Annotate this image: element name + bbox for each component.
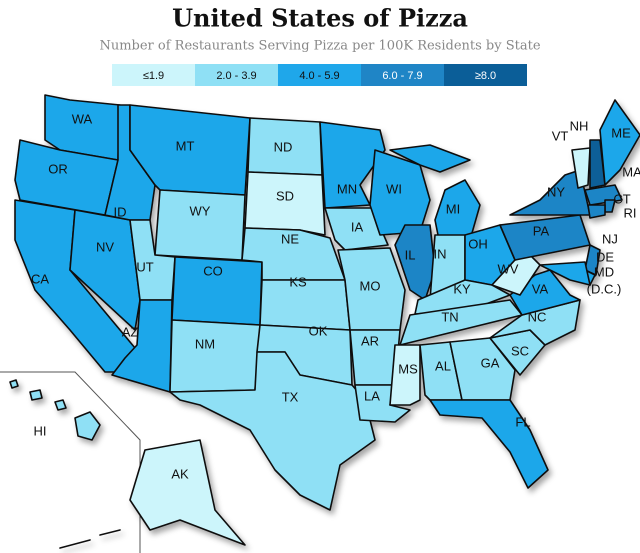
- state-label: FL: [515, 414, 530, 429]
- state-shape: [491, 254, 541, 296]
- legend-label: 6.0 - 7.9: [382, 70, 422, 82]
- state-label: PA: [533, 223, 550, 238]
- state-label: WV: [498, 261, 519, 276]
- state-label: CT: [613, 191, 630, 206]
- state-shape: [429, 399, 549, 489]
- state-shape: [389, 344, 421, 406]
- state-label: AL: [435, 358, 451, 373]
- state-shape: [539, 261, 591, 286]
- legend-swatch: [361, 64, 444, 86]
- state-label: NV: [96, 239, 114, 254]
- state-shape: [9, 379, 101, 441]
- state-label: IA: [351, 219, 364, 234]
- state-label: WY: [190, 203, 211, 218]
- state-label: AK: [171, 466, 189, 481]
- state-label: LA: [364, 388, 380, 403]
- state-label: ND: [274, 139, 293, 154]
- state-shape: [169, 351, 376, 511]
- state-label: MI: [446, 201, 460, 216]
- legend-label: 4.0 - 5.9: [299, 70, 339, 82]
- state-label: VA: [532, 281, 549, 296]
- state-label: WI: [386, 181, 402, 196]
- state-label: UT: [136, 259, 153, 274]
- legend-swatch: [278, 64, 361, 86]
- state-label: OK: [309, 323, 328, 338]
- legend-label: 2.0 - 3.9: [216, 70, 256, 82]
- legend-label: ≥8.0: [475, 70, 496, 82]
- state-shape: [169, 319, 261, 393]
- state-label: NH: [570, 118, 589, 133]
- state-shape: [584, 244, 601, 276]
- state-label: DE: [596, 249, 614, 264]
- state-label: OR: [48, 161, 68, 176]
- state-label: GA: [481, 355, 500, 370]
- state-label: NC: [528, 309, 547, 324]
- states: [9, 94, 640, 549]
- state-label: KS: [289, 274, 307, 289]
- state-shape: [599, 99, 640, 186]
- inset-divider: [0, 371, 141, 553]
- title: United States of Pizza: [172, 4, 468, 33]
- state-label: MT: [176, 138, 195, 153]
- state-label: AZ: [122, 324, 139, 339]
- state-label: IN: [434, 246, 447, 261]
- state-shape: [571, 147, 591, 189]
- legend-swatch: [112, 64, 195, 86]
- state-label: ID: [114, 204, 127, 219]
- state-shape: [111, 299, 173, 393]
- state-label: RI: [624, 205, 637, 220]
- state-label: NY: [547, 184, 565, 199]
- state-label: HI: [34, 423, 47, 438]
- state-label: CO: [203, 263, 223, 278]
- legend-label: ≤1.9: [143, 70, 164, 82]
- state-label: NM: [195, 336, 215, 351]
- state-shape: [59, 439, 246, 549]
- state-label: NJ: [602, 231, 618, 246]
- state-label: CA: [31, 271, 49, 286]
- state-label: TX: [282, 389, 299, 404]
- state-label: TN: [441, 309, 458, 324]
- state-label: NE: [281, 231, 299, 246]
- state-shape: [324, 207, 389, 251]
- dc-annotation: (D.C.): [587, 281, 622, 296]
- legend: ≤1.9 2.0 - 3.9 4.0 - 5.9 6.0 - 7.9 ≥8.0: [112, 64, 527, 86]
- state-label: OH: [468, 236, 488, 251]
- state-label: KY: [453, 281, 471, 296]
- legend-swatch: [444, 64, 527, 86]
- state-label: MO: [360, 278, 381, 293]
- state-label: WA: [72, 111, 93, 126]
- state-label: AR: [361, 333, 379, 348]
- state-shape: [587, 204, 606, 219]
- labels: WA OR CA NV ID MT WY UT CO AZ NM ND SD NE KS OK TX MN IA MO…: [31, 111, 640, 481]
- state-label: SC: [511, 343, 529, 358]
- state-label: VT: [552, 128, 569, 143]
- state-label: MA: [622, 164, 640, 179]
- state-shape: [449, 337, 516, 401]
- subtitle: Number of Restaurants Serving Pizza per …: [99, 39, 540, 54]
- state-label: MN: [337, 181, 357, 196]
- state-label: MD: [594, 264, 614, 279]
- state-shape: [244, 171, 326, 236]
- state-label: ME: [611, 125, 631, 140]
- state-label: MS: [398, 361, 418, 376]
- state-shape: [154, 189, 246, 261]
- state-label: IL: [405, 247, 416, 262]
- legend-swatch: [195, 64, 278, 86]
- state-label: SD: [276, 188, 294, 203]
